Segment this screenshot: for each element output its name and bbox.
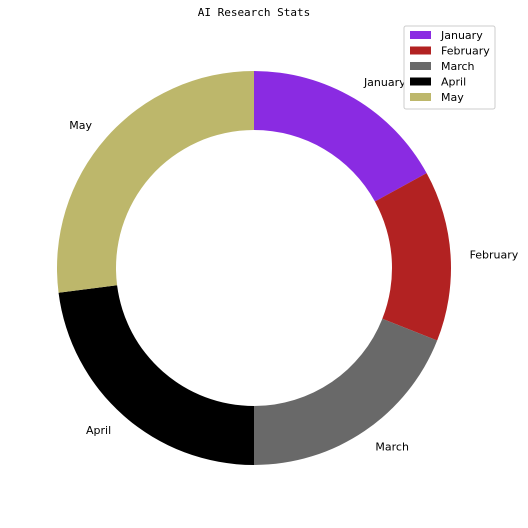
legend-swatch-march <box>410 62 431 70</box>
slices-layer <box>56 71 451 465</box>
legend-swatch-january <box>410 31 431 39</box>
legend-label-march: March <box>441 60 475 73</box>
slice-january <box>254 71 427 202</box>
legend-swatch-may <box>410 93 431 101</box>
legend-label-january: January <box>440 29 483 42</box>
slice-labels-layer: January February March April May <box>69 76 519 454</box>
slice-february <box>374 173 451 341</box>
slice-may <box>56 71 254 293</box>
legend-label-april: April <box>441 76 466 89</box>
slice-label-march: March <box>375 441 409 454</box>
slice-label-may: May <box>69 119 92 132</box>
slice-label-april: April <box>86 424 111 437</box>
legend-label-may: May <box>441 91 464 104</box>
slice-label-january: January <box>363 76 406 89</box>
legend-swatch-april <box>410 77 431 86</box>
slice-march <box>254 318 438 465</box>
legend-swatch-february <box>410 46 431 55</box>
legend-label-february: February <box>441 45 490 58</box>
slice-label-february: February <box>470 248 519 261</box>
chart-title: AI Research Stats <box>198 6 311 19</box>
legend: January February March April May <box>403 25 496 110</box>
slice-april <box>58 285 254 465</box>
